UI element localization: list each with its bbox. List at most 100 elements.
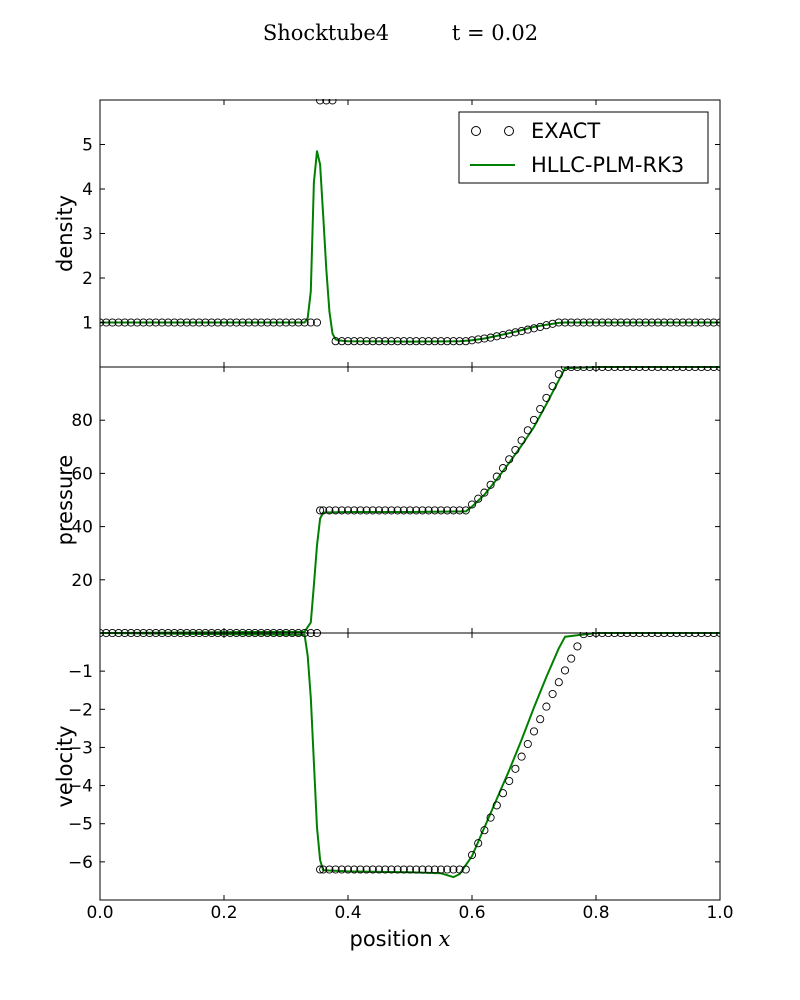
x-tick-label: 0.0 [86, 903, 113, 923]
exact-point [536, 715, 545, 724]
exact-point [343, 506, 353, 515]
exact-point [381, 506, 390, 515]
exact-point [374, 337, 384, 346]
plot-area-velocity [100, 632, 720, 879]
exact-point [393, 506, 402, 515]
legend-exact-marker-icon [504, 126, 514, 136]
exact-point [480, 488, 489, 497]
exact-point [182, 318, 191, 327]
exact-point [449, 337, 458, 346]
x-tick-label: 0.2 [210, 903, 237, 923]
plot-panels: 1 2 3 4 5 density 20 40 60 80 pressure −6 −5 −4 −3 −2 −1… [53, 99, 734, 923]
exact-point [467, 336, 477, 345]
exact-point [629, 318, 638, 327]
exact-point [108, 318, 117, 327]
axes-frame-velocity [99, 632, 721, 901]
exact-point [467, 850, 477, 860]
exact-point [461, 865, 470, 874]
exact-point [399, 865, 408, 874]
legend-exact-marker-icon [471, 126, 481, 136]
exact-point [325, 865, 334, 874]
exact-point [275, 318, 284, 327]
exact-point [430, 506, 439, 515]
exact-point [436, 506, 446, 515]
exact-point [362, 337, 371, 346]
exact-point [480, 826, 489, 835]
exact-point [536, 322, 545, 331]
y-axis-label-density: density [53, 195, 77, 272]
exact-point [114, 318, 123, 327]
exact-point [151, 318, 160, 327]
y-axis-label-velocity: velocity [53, 725, 77, 807]
exact-point [430, 865, 439, 874]
exact-point [474, 335, 483, 344]
exact-point [486, 333, 495, 342]
exact-point [523, 325, 532, 334]
exact-point [455, 337, 464, 346]
exact-point [449, 865, 458, 874]
exact-point [418, 337, 427, 346]
exact-point [418, 506, 427, 515]
exact-point [474, 494, 483, 503]
exact-point [443, 506, 452, 515]
exact-point [486, 480, 495, 489]
exact-point [554, 318, 563, 327]
exact-point [368, 865, 377, 874]
exact-point [238, 318, 247, 327]
exact-point [306, 318, 315, 327]
exact-point [585, 318, 594, 327]
exact-point [505, 776, 514, 786]
legend-label-numeric: HLLC-PLM-RK3 [531, 153, 684, 177]
exact-point [443, 337, 452, 346]
axes-frame-pressure [99, 366, 721, 634]
exact-point [281, 318, 291, 327]
exact-point [567, 318, 576, 327]
exact-point [653, 318, 663, 327]
exact-point [381, 337, 390, 346]
exact-point [164, 318, 173, 327]
exact-point [424, 337, 433, 346]
panel-velocity: −6 −5 −4 −3 −2 −1 velocity [53, 632, 721, 901]
exact-point [263, 318, 272, 327]
exact-point [176, 318, 185, 327]
exact-point [492, 472, 501, 481]
exact-point [350, 337, 359, 346]
exact-point [288, 318, 297, 327]
y-tick-label: −6 [68, 853, 93, 873]
exact-point [684, 318, 694, 327]
exact-point [312, 318, 322, 327]
series-line-hllc-plm-rk3 [100, 150, 720, 343]
exact-point [536, 404, 545, 414]
y-tick-label: 2 [82, 269, 93, 289]
exact-point [300, 318, 309, 327]
y-tick-label: −5 [68, 815, 93, 835]
exact-point [542, 321, 551, 330]
exact-point [498, 330, 508, 340]
legend: EXACT HLLC-PLM-RK3 [458, 111, 709, 184]
exact-point [188, 318, 198, 327]
y-tick-label: 20 [71, 571, 93, 591]
exact-point [697, 318, 706, 327]
exact-point [573, 642, 582, 651]
exact-point [405, 865, 415, 874]
legend-label-exact: EXACT [531, 119, 600, 143]
y-tick-label: 1 [82, 314, 93, 334]
exact-point [591, 318, 601, 327]
y-tick-label: 5 [82, 136, 93, 156]
exact-point [691, 318, 700, 327]
exact-point [418, 865, 427, 874]
exact-point [480, 334, 489, 343]
legend-box [458, 111, 709, 184]
exact-point [579, 318, 588, 327]
exact-point [635, 318, 644, 327]
y-tick-label: −1 [68, 662, 93, 682]
exact-point [517, 326, 526, 336]
exact-point [436, 337, 446, 346]
exact-point [393, 337, 402, 346]
exact-point [412, 506, 421, 515]
exact-point [554, 678, 563, 687]
exact-point [145, 318, 154, 327]
exact-point [374, 865, 384, 874]
exact-point [399, 337, 408, 346]
exact-point [412, 337, 421, 346]
